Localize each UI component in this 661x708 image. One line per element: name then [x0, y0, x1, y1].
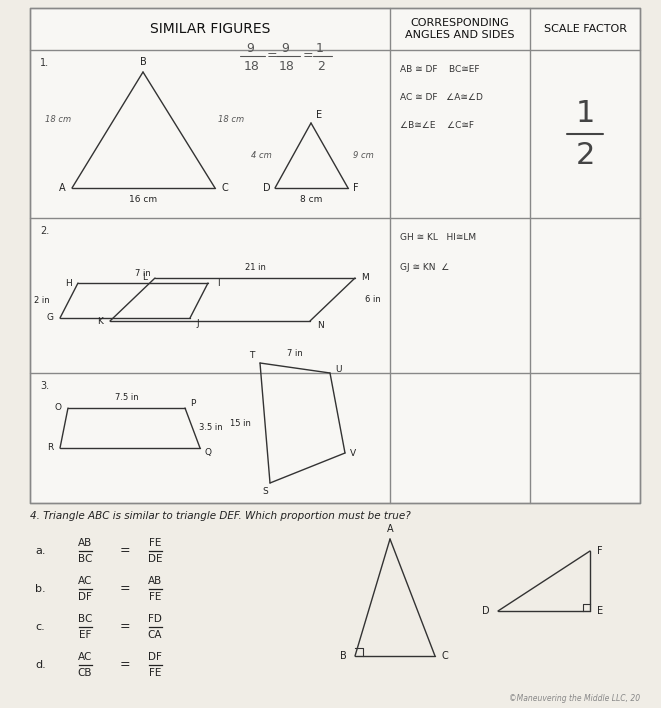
Text: FE: FE [149, 538, 161, 548]
Text: F: F [597, 546, 603, 556]
Text: 2.: 2. [40, 226, 50, 236]
Text: BC: BC [78, 614, 92, 624]
Text: AB ≅ DF    BC≅EF: AB ≅ DF BC≅EF [400, 65, 479, 74]
Text: D: D [482, 606, 490, 616]
Text: FE: FE [149, 668, 161, 678]
Text: GJ ≅ KN  ∠: GJ ≅ KN ∠ [400, 263, 449, 272]
Text: 18 cm: 18 cm [45, 115, 71, 125]
Text: 18 cm: 18 cm [218, 115, 244, 125]
Text: BC: BC [78, 554, 92, 564]
Text: I: I [217, 278, 219, 287]
Text: ©Maneuvering the Middle LLC, 20: ©Maneuvering the Middle LLC, 20 [509, 694, 640, 703]
Text: F: F [353, 183, 359, 193]
Text: 21 in: 21 in [245, 263, 266, 273]
Text: U: U [334, 365, 341, 375]
Text: DF: DF [78, 592, 92, 602]
Text: AC: AC [78, 652, 92, 662]
Text: CB: CB [78, 668, 93, 678]
Text: 8 cm: 8 cm [300, 195, 323, 205]
Text: 2: 2 [575, 142, 595, 171]
Text: SCALE FACTOR: SCALE FACTOR [543, 24, 627, 34]
Text: FE: FE [149, 592, 161, 602]
Text: 16 cm: 16 cm [130, 195, 157, 205]
Text: K: K [97, 316, 103, 326]
Text: A: A [387, 524, 393, 534]
Text: CORRESPONDING
ANGLES AND SIDES: CORRESPONDING ANGLES AND SIDES [405, 18, 515, 40]
Text: 4 cm: 4 cm [251, 151, 272, 160]
Text: GH ≅ KL   HI≅LM: GH ≅ KL HI≅LM [400, 233, 476, 242]
Text: 3.5 in: 3.5 in [199, 423, 222, 433]
Text: 9: 9 [281, 42, 289, 55]
Text: 7.5 in: 7.5 in [115, 394, 138, 403]
Text: FD: FD [148, 614, 162, 624]
Text: 18: 18 [279, 59, 295, 72]
Text: d.: d. [35, 660, 46, 670]
Text: =: = [120, 658, 130, 671]
Text: L: L [143, 273, 147, 282]
Text: G: G [46, 314, 54, 323]
Text: 7 in: 7 in [287, 348, 303, 358]
Text: P: P [190, 399, 196, 408]
Text: EF: EF [79, 630, 91, 640]
Text: DF: DF [148, 652, 162, 662]
Text: =: = [266, 50, 278, 62]
Text: 2: 2 [317, 59, 325, 72]
Text: AB: AB [78, 538, 92, 548]
Text: T: T [249, 350, 254, 360]
Text: AB: AB [148, 576, 162, 586]
Text: 2 in: 2 in [34, 296, 50, 305]
Text: 6 in: 6 in [365, 295, 381, 304]
Text: =: = [303, 50, 313, 62]
Text: AC ≅ DF   ∠A≅∠D: AC ≅ DF ∠A≅∠D [400, 93, 483, 102]
Text: O: O [54, 404, 61, 413]
Text: =: = [120, 620, 130, 634]
Text: B: B [340, 651, 346, 661]
Text: H: H [65, 278, 71, 287]
Text: 15 in: 15 in [229, 418, 251, 428]
Text: D: D [263, 183, 271, 193]
Text: CA: CA [148, 630, 162, 640]
Text: =: = [120, 583, 130, 595]
Text: AC: AC [78, 576, 92, 586]
Text: Q: Q [204, 448, 212, 457]
Text: 1: 1 [575, 100, 595, 128]
Text: 9 cm: 9 cm [352, 151, 373, 160]
Text: SIMILAR FIGURES: SIMILAR FIGURES [150, 22, 270, 36]
Text: 1.: 1. [40, 58, 49, 68]
Text: ∠B≅∠E    ∠C≅F: ∠B≅∠E ∠C≅F [400, 121, 474, 130]
Text: 18: 18 [244, 59, 260, 72]
Text: 4. Triangle ABC is similar to triangle DEF. Which proportion must be true?: 4. Triangle ABC is similar to triangle D… [30, 511, 410, 521]
Text: E: E [597, 606, 603, 616]
Text: R: R [47, 443, 53, 452]
Text: C: C [221, 183, 228, 193]
Text: M: M [361, 273, 369, 282]
Text: A: A [59, 183, 65, 193]
Text: =: = [120, 544, 130, 557]
Text: 3.: 3. [40, 381, 49, 391]
Text: B: B [139, 57, 146, 67]
Text: V: V [350, 448, 356, 457]
Text: 9: 9 [246, 42, 254, 55]
FancyBboxPatch shape [30, 8, 640, 503]
Text: b.: b. [35, 584, 46, 594]
Text: N: N [317, 321, 323, 331]
Text: C: C [442, 651, 448, 661]
Text: S: S [262, 486, 268, 496]
Text: J: J [197, 319, 200, 328]
Text: c.: c. [35, 622, 45, 632]
Text: 7 in: 7 in [135, 268, 151, 278]
Text: DE: DE [148, 554, 162, 564]
Text: E: E [316, 110, 322, 120]
Text: 1: 1 [316, 42, 324, 55]
Text: a.: a. [35, 546, 46, 556]
